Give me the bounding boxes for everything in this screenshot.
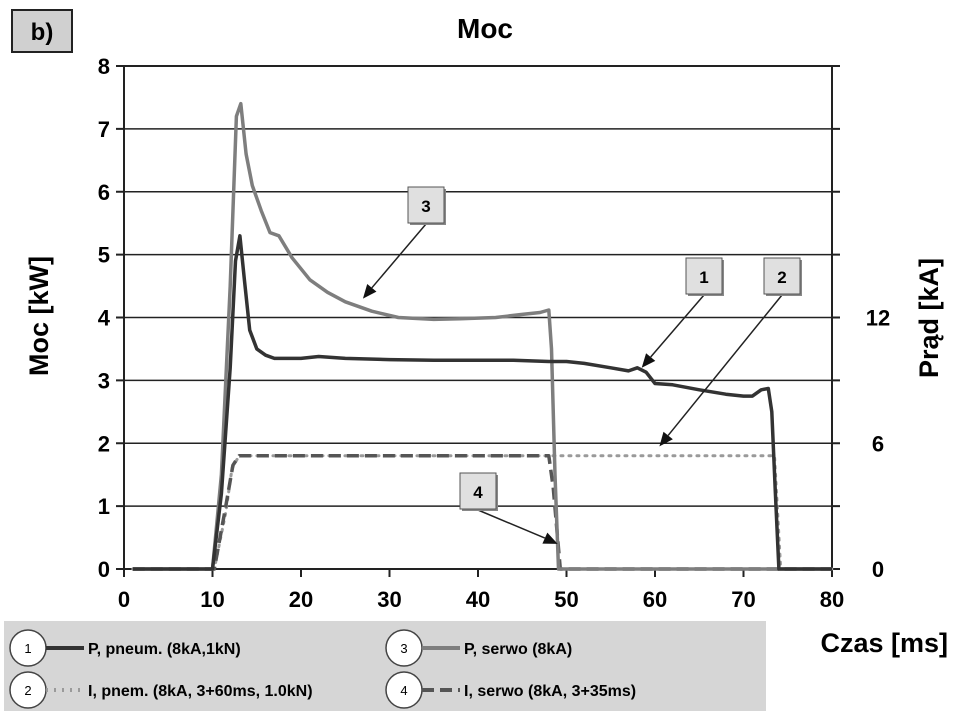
legend-badge-num-1: 1 [24, 641, 31, 656]
legend-text-3: P, serwo (8kA) [464, 641, 572, 658]
y2-tick-label-6: 6 [872, 431, 884, 456]
series-line-3 [132, 101, 832, 571]
y-tick-label-1: 1 [98, 494, 110, 519]
y-tick-label-2: 2 [98, 431, 110, 456]
legend-text-2: I, pnem. (8kA, 3+60ms, 1.0kN) [88, 683, 313, 700]
callout-label-2: 2 [777, 268, 786, 287]
x-tick-label-0: 0 [118, 587, 130, 612]
y-tick-label-5: 5 [98, 243, 110, 268]
legend-background [4, 621, 766, 711]
callout-box-2 [763, 257, 801, 295]
y-tick-label-8: 8 [98, 54, 110, 79]
x-tick-label-50: 50 [554, 587, 578, 612]
series-line-4 [132, 454, 832, 571]
callout-arrowhead-1 [641, 353, 656, 368]
x-tick-label-30: 30 [377, 587, 401, 612]
callout-leader-1 [650, 294, 705, 358]
callout-arrowhead-2 [659, 431, 673, 447]
y-axis-ticks: 0 1 2 3 4 5 6 7 8 [98, 54, 124, 582]
y-tick-label-4: 4 [98, 306, 111, 331]
panel-label-box [11, 9, 73, 53]
series-line-1 [132, 234, 832, 571]
x-tick-label-60: 60 [643, 587, 667, 612]
callout-box-1 [685, 257, 723, 295]
callout-leader-4 [477, 509, 546, 539]
callouts: 3 1 2 4 [362, 186, 802, 544]
callout-arrowhead-4 [542, 532, 558, 544]
y2-tick-label-0: 0 [872, 557, 884, 582]
x-axis-ticks: 0 10 20 30 40 50 60 70 80 [118, 569, 844, 612]
legend-badge-num-2: 2 [24, 683, 31, 698]
legend-text-1: P, pneum. (8kA,1kN) [88, 641, 241, 658]
x-tick-label-70: 70 [731, 587, 755, 612]
callout-arrowhead-3 [362, 284, 377, 299]
y2-tick-label-12: 12 [866, 306, 890, 331]
callout-label-3: 3 [421, 197, 430, 216]
y2-axis-label: Prąd [kA] [914, 258, 944, 378]
panel-label-text: b) [31, 19, 54, 46]
series-lines [131, 101, 834, 571]
callout-leader-2 [667, 294, 783, 436]
legend: 1 P, pneum. (8kA,1kN) 3 P, serwo (8kA) 2 I, p… [9, 629, 636, 709]
x-tick-label-20: 20 [289, 587, 313, 612]
x-tick-label-10: 10 [200, 587, 224, 612]
x-tick-label-80: 80 [820, 587, 844, 612]
y-tick-label-7: 7 [98, 117, 110, 142]
legend-badge-num-4: 4 [400, 683, 407, 698]
legend-text-4: I, serwo (8kA, 3+35ms) [464, 683, 636, 700]
y-tick-label-0: 0 [98, 557, 110, 582]
callout-label-4: 4 [473, 483, 483, 502]
chart-title: Moc [457, 13, 513, 44]
panel-label: b) [11, 9, 73, 53]
legend-badge-num-3: 3 [400, 641, 407, 656]
x-tick-label-40: 40 [466, 587, 490, 612]
callout-box-3 [407, 186, 445, 224]
y-tick-label-6: 6 [98, 180, 110, 205]
callout-leader-3 [371, 223, 427, 289]
callout-box-4 [459, 472, 497, 510]
x-axis-label: Czas [ms] [820, 628, 948, 658]
callout-label-1: 1 [699, 268, 708, 287]
y-tick-label-3: 3 [98, 368, 110, 393]
y2-axis-ticks: 0 6 12 [832, 65, 890, 582]
y-axis-label: Moc [kW] [24, 256, 54, 376]
